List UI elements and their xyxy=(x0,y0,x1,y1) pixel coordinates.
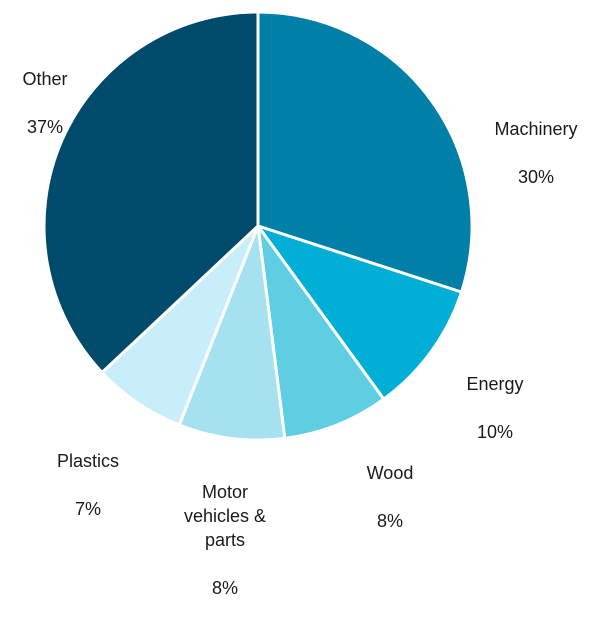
label-other: Other 37% xyxy=(0,43,90,163)
label-machinery: Machinery 30% xyxy=(470,93,595,213)
label-plastics-name: Plastics xyxy=(56,451,119,471)
label-plastics-value: 7% xyxy=(74,499,101,519)
slice-machinery xyxy=(256,10,474,294)
slice-motor-vehicles-parts xyxy=(177,224,287,442)
slice-energy xyxy=(256,224,464,401)
slice-other xyxy=(42,10,260,374)
label-motor-vehicles-parts-name: Motor vehicles & parts xyxy=(183,482,267,550)
label-wood: Wood 8% xyxy=(345,437,435,557)
label-motor-vehicles-parts-value: 8% xyxy=(211,578,238,598)
label-energy-value: 10% xyxy=(476,422,514,442)
label-other-name: Other xyxy=(22,69,68,89)
label-wood-name: Wood xyxy=(366,463,414,483)
pie-chart: Machinery 30% Energy 10% Wood 8% Motor v… xyxy=(0,10,595,598)
label-machinery-name: Machinery xyxy=(494,119,578,139)
label-energy-name: Energy xyxy=(466,374,524,394)
label-motor-vehicles-parts: Motor vehicles & parts 8% xyxy=(170,456,280,624)
label-machinery-value: 30% xyxy=(517,167,555,187)
label-plastics: Plastics 7% xyxy=(38,425,138,545)
label-other-value: 37% xyxy=(26,117,64,137)
pie-chart-svg xyxy=(42,10,474,442)
label-energy: Energy 10% xyxy=(445,348,545,468)
label-wood-value: 8% xyxy=(376,511,403,531)
slice-wood xyxy=(256,224,386,440)
